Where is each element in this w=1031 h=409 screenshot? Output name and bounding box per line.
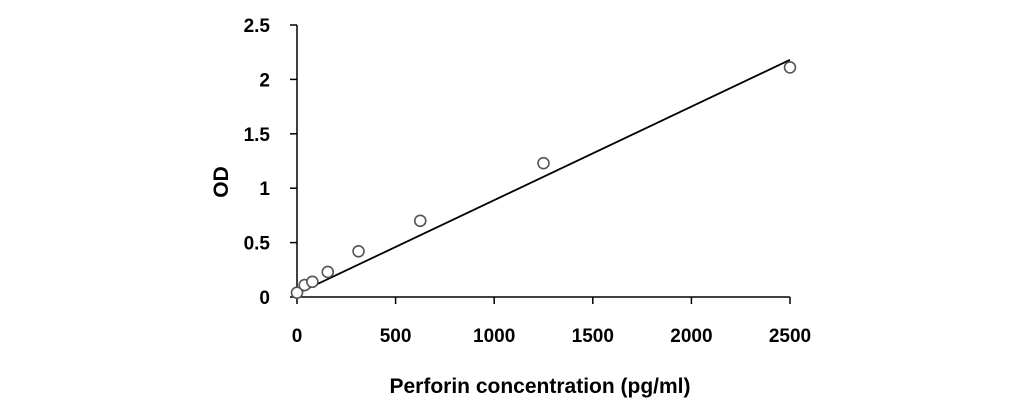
y-tick-label: 0.5 <box>244 234 271 255</box>
y-axis-ticks: 0 0.5 1 1.5 2 2.5 <box>244 16 297 309</box>
y-tick-label: 2.5 <box>244 16 271 37</box>
x-axis-title: Perforin concentration (pg/ml) <box>389 375 690 398</box>
x-tick-label: 0 <box>292 326 303 347</box>
data-point <box>352 245 365 258</box>
y-tick-label: 1 <box>259 179 270 200</box>
y-tick-label: 2 <box>259 70 270 91</box>
data-point <box>537 156 550 170</box>
x-axis-ticks: 0 500 1000 1500 2000 2500 <box>292 297 811 347</box>
data-point <box>413 214 427 228</box>
y-tick-label: 0 <box>259 288 270 309</box>
data-point <box>290 286 304 299</box>
x-tick-label: 500 <box>380 326 412 347</box>
x-tick-label: 1500 <box>572 326 614 347</box>
linear-trendline <box>296 59 791 295</box>
data-point <box>783 61 797 74</box>
x-tick-label: 2500 <box>769 326 811 347</box>
y-tick-label: 1.5 <box>244 125 271 146</box>
data-point <box>321 265 335 279</box>
data-point <box>306 275 319 289</box>
plot-area: 0 0.5 1 1.5 2 2.5 0 500 1000 1500 2000 2500 <box>244 16 812 347</box>
x-tick-label: 1000 <box>473 326 515 347</box>
x-tick-label: 2000 <box>670 326 712 347</box>
y-axis-title: OD <box>210 166 233 198</box>
data-points <box>290 61 797 299</box>
